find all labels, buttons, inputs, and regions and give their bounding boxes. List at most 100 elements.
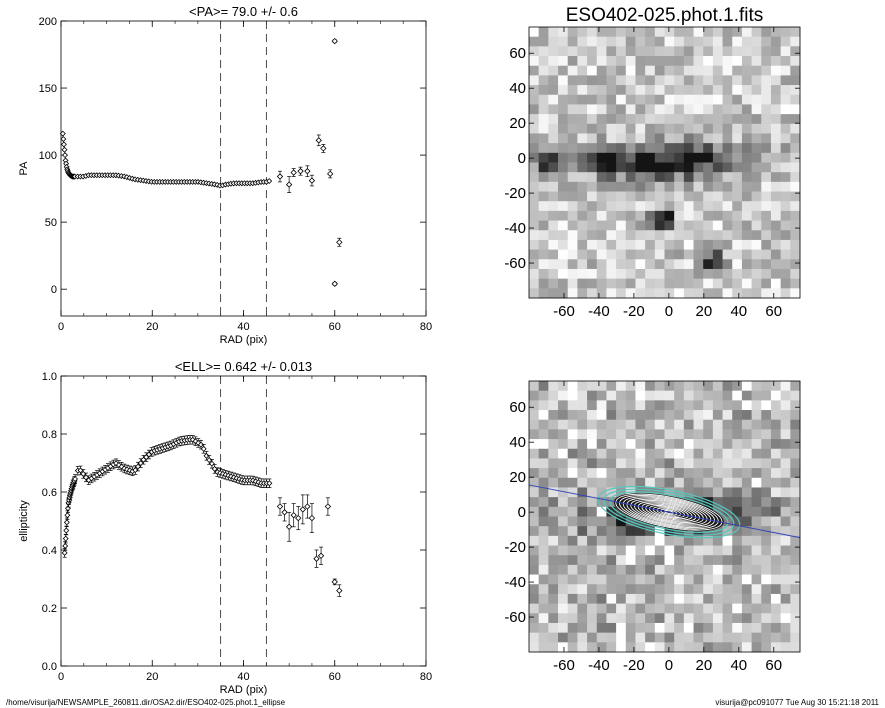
image-pixel xyxy=(664,114,675,125)
image-pixel xyxy=(693,526,704,537)
image-pixel xyxy=(606,439,617,450)
image-pixel xyxy=(751,439,762,450)
image-pixel xyxy=(780,400,791,411)
image-pixel xyxy=(683,584,694,595)
image-pixel xyxy=(625,191,636,202)
image-pixel xyxy=(722,506,733,517)
x-tick-label: 60 xyxy=(765,303,782,320)
image-pixel xyxy=(654,526,665,537)
image-pixel xyxy=(654,104,665,115)
image-pixel xyxy=(577,526,588,537)
image-pixel xyxy=(790,27,801,38)
image-pixel xyxy=(732,249,743,260)
image-pixel xyxy=(751,239,762,251)
image-pixel xyxy=(529,642,540,653)
image-pixel xyxy=(654,448,665,459)
x-tick-label: 80 xyxy=(420,321,432,333)
galaxy-image-panel: -60 -40 -20 0 20 40 606040200-20-40-60ESO402-0… xyxy=(504,5,801,320)
image-pixel xyxy=(741,27,753,38)
image-pixel xyxy=(616,85,627,96)
image-pixel xyxy=(790,584,801,595)
image-pixel xyxy=(693,477,704,488)
image-pixel xyxy=(790,535,801,546)
image-pixel xyxy=(645,545,656,556)
image-pixel xyxy=(645,632,656,643)
image-pixel xyxy=(577,239,588,251)
image-pixel xyxy=(654,564,665,575)
image-pixel xyxy=(606,230,617,241)
image-pixel xyxy=(606,390,617,401)
image-pixel xyxy=(693,104,704,115)
image-pixel xyxy=(548,65,559,76)
image-pixel xyxy=(674,268,685,280)
image-pixel xyxy=(529,201,540,212)
image-pixel xyxy=(616,191,627,202)
image-pixel xyxy=(770,468,782,479)
image-pixel xyxy=(703,622,714,634)
profile-point xyxy=(198,441,204,448)
image-pixel xyxy=(770,56,782,67)
image-pixel xyxy=(693,133,704,144)
image-pixel xyxy=(538,56,549,67)
image-pixel xyxy=(732,497,743,508)
image-pixel xyxy=(606,632,617,643)
image-pixel xyxy=(587,172,598,183)
image-pixel xyxy=(635,584,646,595)
image-pixel xyxy=(577,632,588,643)
image-pixel xyxy=(790,410,801,421)
image-pixel xyxy=(558,249,569,260)
image-pixel xyxy=(587,535,598,546)
image-pixel xyxy=(567,448,578,459)
image-pixel xyxy=(596,133,607,144)
image-pixel xyxy=(645,191,656,202)
image-pixel xyxy=(625,429,636,440)
image-pixel xyxy=(645,85,656,96)
image-pixel xyxy=(529,191,540,202)
image-pixel xyxy=(790,191,801,202)
image-pixel xyxy=(577,400,588,411)
image-pixel xyxy=(722,85,733,96)
image-pixel xyxy=(693,191,704,202)
image-pixel xyxy=(625,27,636,38)
outer-point xyxy=(276,503,284,510)
image-pixel xyxy=(635,210,646,221)
image-pixel xyxy=(664,288,675,299)
image-pixel xyxy=(538,152,549,163)
y-tick-label: 100 xyxy=(39,150,57,162)
image-pixel xyxy=(674,278,685,289)
image-pixel xyxy=(625,114,636,125)
image-pixel xyxy=(770,526,782,537)
image-pixel xyxy=(751,259,762,270)
image-pixel xyxy=(625,526,636,537)
image-pixel xyxy=(674,191,685,202)
image-pixel xyxy=(654,259,665,270)
image-pixel xyxy=(654,162,665,173)
image-pixel xyxy=(790,162,801,173)
image-pixel xyxy=(751,123,762,134)
image-pixel xyxy=(577,516,588,527)
image-pixel xyxy=(732,487,743,498)
image-pixel xyxy=(596,419,607,430)
image-pixel xyxy=(741,410,753,421)
image-pixel xyxy=(693,56,704,67)
y-axis-label: ellipticity xyxy=(18,500,30,542)
image-pixel xyxy=(722,497,733,508)
image-pixel xyxy=(790,114,801,125)
image-pixel xyxy=(703,114,714,125)
image-pixel xyxy=(703,75,714,86)
image-pixel xyxy=(645,448,656,459)
image-pixel xyxy=(674,85,685,96)
image-pixel xyxy=(625,85,636,96)
image-pixel xyxy=(751,603,762,614)
image-pixel xyxy=(567,259,578,270)
image-pixel xyxy=(722,114,733,125)
image-pixel xyxy=(616,593,627,605)
image-pixel xyxy=(770,477,782,488)
image-pixel xyxy=(761,133,772,144)
image-pixel xyxy=(538,477,549,488)
image-pixel xyxy=(558,439,569,450)
image-pixel xyxy=(577,458,588,469)
image-pixel xyxy=(587,268,598,280)
image-pixel xyxy=(645,133,656,144)
image-pixel xyxy=(558,506,569,517)
